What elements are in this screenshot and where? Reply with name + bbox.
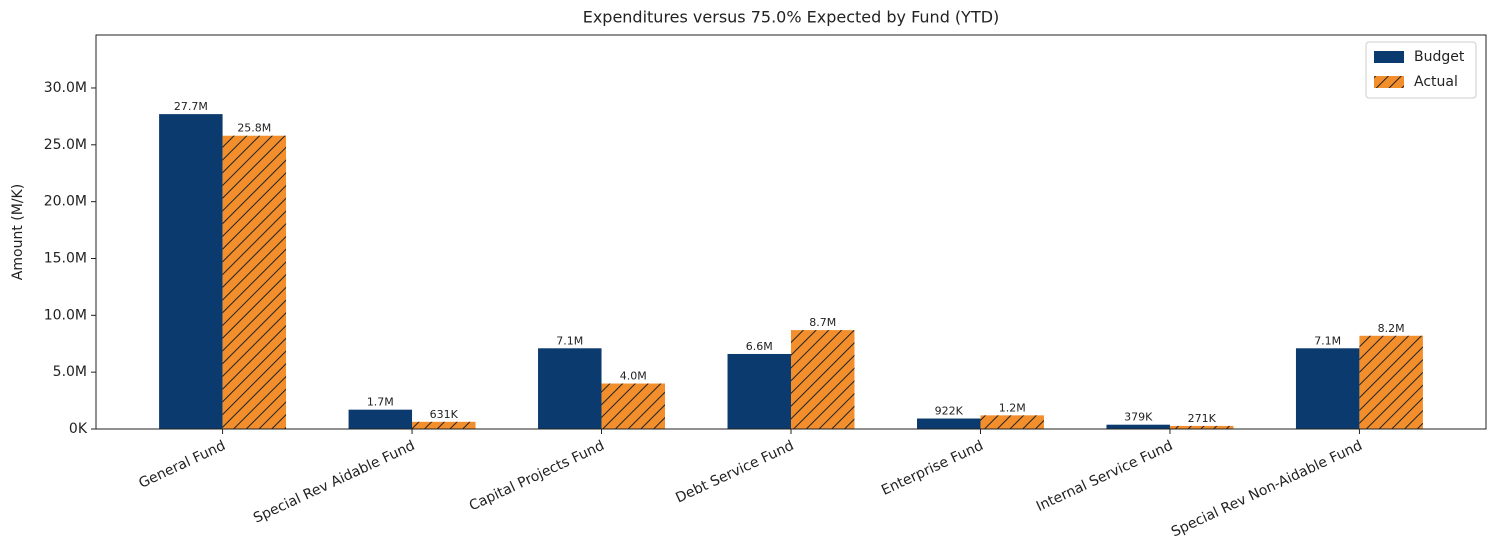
bar xyxy=(1106,424,1170,429)
bar-hatch xyxy=(980,415,1044,429)
value-label: 7.1M xyxy=(1314,334,1341,347)
value-label: 6.6M xyxy=(746,340,773,353)
x-tick-label: Enterprise Fund xyxy=(879,438,986,499)
bar xyxy=(1295,348,1360,429)
value-label: 1.2M xyxy=(999,401,1026,414)
bar-hatch xyxy=(222,135,287,429)
y-axis-label: Amount (M/K) xyxy=(10,184,26,280)
y-tick-label: 15.0M xyxy=(44,250,87,266)
value-label: 271K xyxy=(1188,412,1217,425)
bar xyxy=(917,418,981,429)
bar xyxy=(159,114,223,430)
value-label: 1.7M xyxy=(367,396,394,409)
value-label: 25.8M xyxy=(237,122,271,135)
x-tick-label: Debt Service Fund xyxy=(673,438,796,507)
bar-hatch xyxy=(1169,425,1234,429)
value-label: 8.2M xyxy=(1378,322,1405,335)
bar xyxy=(538,348,602,429)
value-label: 7.1M xyxy=(556,334,583,347)
y-tick-label: 10.0M xyxy=(44,307,87,323)
chart-title: Expenditures versus 75.0% Expected by Fu… xyxy=(583,8,1000,27)
x-tick-label: Internal Service Fund xyxy=(1034,438,1175,515)
bar xyxy=(727,353,791,429)
x-tick-label: Special Rev Non-Aidable Fund xyxy=(1169,438,1365,541)
x-tick-label: General Fund xyxy=(136,438,228,492)
bar-hatch xyxy=(601,383,665,429)
bar-hatch xyxy=(791,330,855,429)
value-label: 631K xyxy=(430,408,459,421)
legend-swatch xyxy=(1374,51,1404,63)
value-label: 4.0M xyxy=(620,370,647,383)
legend-label: Actual xyxy=(1414,74,1458,90)
y-tick-label: 0K xyxy=(69,421,88,437)
y-tick-label: 5.0M xyxy=(53,364,87,380)
value-label: 27.7M xyxy=(174,100,208,113)
x-tick-label: Special Rev Aidable Fund xyxy=(251,438,417,527)
bar-hatch xyxy=(412,421,476,429)
y-tick-label: 30.0M xyxy=(44,80,87,96)
plot-frame xyxy=(95,34,1487,430)
bar-hatch xyxy=(1359,335,1423,429)
y-tick-label: 25.0M xyxy=(44,137,87,153)
legend-swatch-hatch xyxy=(1374,76,1404,88)
legend-label: Budget xyxy=(1414,49,1465,65)
value-label: 922K xyxy=(935,405,964,418)
value-label: 8.7M xyxy=(809,316,836,329)
x-tick-label: Capital Projects Fund xyxy=(467,438,607,515)
y-tick-label: 20.0M xyxy=(44,194,87,210)
bar xyxy=(348,409,413,429)
value-label: 379K xyxy=(1124,411,1153,424)
